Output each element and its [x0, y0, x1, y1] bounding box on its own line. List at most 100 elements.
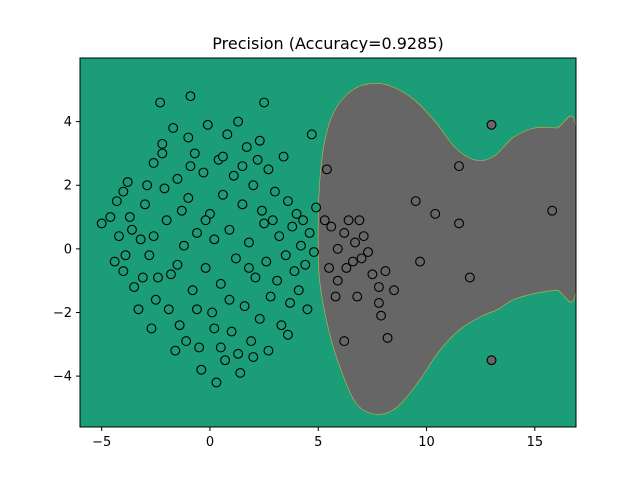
scatter-point-class-0 — [142, 180, 153, 191]
scatter-point-class-0 — [306, 129, 317, 140]
scatter-point-class-0 — [124, 212, 135, 223]
scatter-point-class-0 — [185, 91, 196, 102]
scatter-point-class-1 — [356, 253, 367, 264]
y-tick-label: −2 — [53, 306, 72, 321]
scatter-point-class-0 — [295, 240, 306, 251]
scatter-point-class-0 — [276, 320, 287, 331]
scatter-point-class-1 — [415, 256, 426, 267]
scatter-point-class-0 — [181, 336, 192, 347]
scatter-point-class-0 — [248, 180, 259, 191]
scatter-point-class-0 — [267, 215, 278, 226]
scatter-point-class-0 — [272, 275, 283, 286]
scatter-point-class-0 — [144, 250, 155, 261]
scatter-point-class-0 — [172, 173, 183, 184]
scatter-point-class-0 — [274, 231, 285, 242]
scatter-point-class-0 — [250, 272, 261, 283]
scatter-point-class-0 — [302, 304, 313, 315]
scatter-point-class-0 — [202, 119, 213, 130]
scatter-point-class-1 — [352, 291, 363, 302]
scatter-point-class-0 — [174, 320, 185, 331]
scatter-point-class-0 — [148, 231, 159, 242]
scatter-point-class-0 — [168, 123, 179, 133]
scatter-point-class-0 — [300, 259, 311, 270]
scatter-point-class-0 — [254, 135, 265, 146]
scatter-point-class-0 — [259, 97, 270, 108]
x-axis-ticks: −5 0 5 10 15 — [92, 427, 543, 450]
scatter-point-class-0 — [243, 237, 254, 248]
scatter-point-class-1 — [486, 355, 497, 366]
scatter-point-class-1 — [341, 262, 352, 273]
y-axis-ticks: −4 −2 0 2 4 — [53, 115, 80, 385]
scatter-point-class-0 — [280, 250, 291, 261]
scatter-point-class-0 — [105, 212, 116, 223]
scatter-point-class-0 — [153, 272, 163, 283]
scatter-point-class-0 — [196, 364, 207, 375]
scatter-point-class-0 — [263, 345, 274, 356]
data-points — [96, 91, 558, 388]
scatter-point-class-0 — [200, 262, 211, 273]
scatter-point-class-0 — [118, 266, 129, 277]
scatter-point-class-1 — [347, 256, 358, 267]
scatter-point-class-0 — [118, 186, 129, 197]
scatter-point-class-0 — [187, 285, 198, 296]
scatter-point-class-1 — [373, 297, 384, 308]
scatter-point-class-1 — [330, 291, 341, 302]
scatter-point-class-0 — [304, 228, 315, 238]
scatter-point-class-1 — [373, 282, 384, 292]
scatter-point-class-0 — [235, 367, 246, 378]
scatter-point-class-0 — [133, 304, 144, 315]
scatter-point-class-0 — [183, 193, 194, 203]
scatter-point-class-0 — [263, 164, 274, 175]
scatter-point-class-1 — [339, 228, 350, 238]
scatter-point-class-0 — [224, 224, 235, 235]
scatter-point-class-1 — [332, 275, 343, 286]
scatter-point-class-1 — [319, 215, 330, 226]
scatter-point-class-0 — [289, 266, 300, 277]
scatter-point-class-0 — [148, 158, 159, 168]
y-tick-label: 4 — [64, 115, 72, 130]
scatter-point-class-1 — [367, 269, 378, 280]
scatter-point-class-0 — [256, 205, 267, 216]
scatter-point-class-0 — [291, 208, 302, 219]
scatter-point-class-0 — [122, 177, 133, 188]
scatter-point-class-0 — [157, 148, 168, 159]
decision-region — [317, 83, 576, 415]
y-tick-label: 2 — [64, 179, 72, 194]
scatter-point-class-0 — [192, 304, 202, 315]
scatter-point-class-0 — [185, 161, 196, 172]
scatter-point-class-1 — [354, 215, 365, 226]
scatter-point-class-1 — [339, 336, 350, 347]
scatter-point-class-0 — [166, 269, 176, 280]
plot-frame — [79, 57, 577, 428]
scatter-point-class-0 — [157, 138, 168, 149]
scatter-point-class-0 — [192, 228, 202, 238]
scatter-point-class-0 — [252, 154, 263, 165]
scatter-point-class-0 — [200, 215, 211, 226]
scatter-point-class-0 — [215, 278, 226, 289]
scatter-point-class-1 — [486, 119, 497, 130]
y-tick-label: −4 — [53, 370, 72, 385]
scatter-point-class-0 — [161, 215, 172, 226]
scatter-point-class-0 — [209, 234, 220, 245]
scatter-point-class-0 — [241, 142, 252, 153]
scatter-point-class-0 — [96, 218, 107, 229]
scatter-point-class-1 — [410, 196, 421, 207]
scatter-point-class-1 — [363, 247, 374, 257]
scatter-point-class-1 — [358, 231, 369, 242]
scatter-point-class-1 — [430, 208, 441, 219]
scatter-point-class-1 — [321, 164, 332, 175]
scatter-point-class-1 — [332, 243, 343, 254]
scatter-point-class-0 — [237, 199, 248, 210]
scatter-point-class-1 — [324, 262, 335, 273]
scatter-point-class-0 — [287, 221, 298, 232]
scatter-point-class-0 — [308, 247, 319, 257]
scatter-point-class-0 — [254, 313, 265, 324]
scatter-point-class-0 — [189, 148, 200, 159]
scatter-point-class-0 — [218, 189, 228, 200]
scatter-point-class-0 — [285, 297, 296, 308]
chart-title: Precision (Accuracy=0.9285) — [212, 34, 443, 53]
scatter-point-class-0 — [172, 259, 183, 270]
scatter-point-class-0 — [183, 132, 194, 143]
scatter-point-class-1 — [343, 215, 354, 226]
